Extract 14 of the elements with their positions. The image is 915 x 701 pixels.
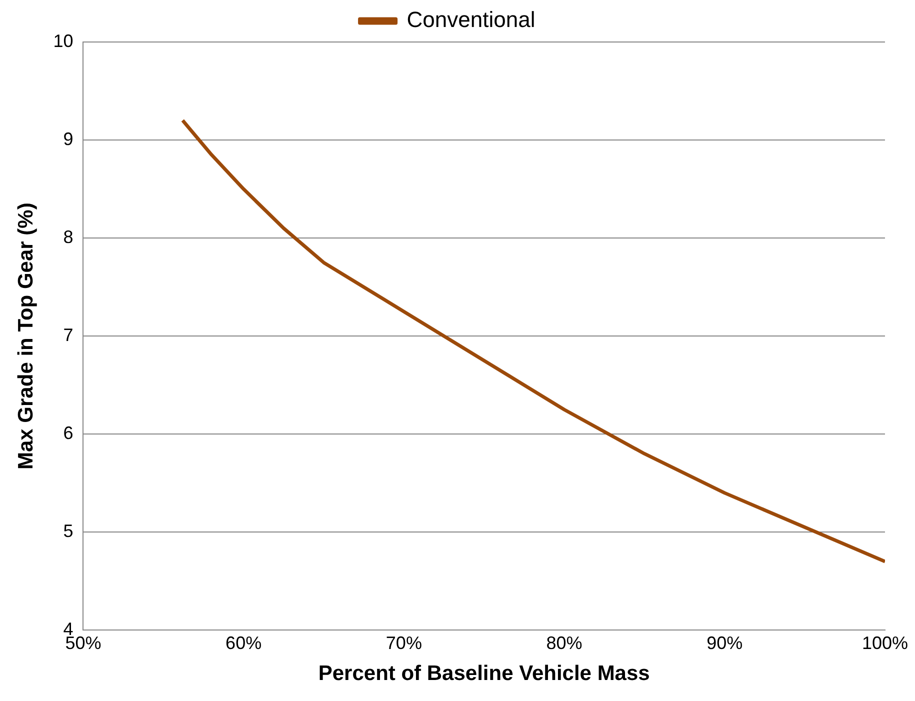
y-tick-label: 9 — [63, 129, 74, 149]
x-axis-title: Percent of Baseline Vehicle Mass — [318, 662, 650, 686]
x-tick-label: 60% — [226, 632, 262, 653]
y-axis-title: Max Grade in Top Gear (%) — [14, 202, 38, 470]
x-tick-label: 100% — [862, 632, 908, 653]
y-tick-label: 6 — [63, 423, 74, 444]
x-tick-label: 70% — [386, 632, 422, 653]
y-tick-label: 5 — [63, 521, 74, 542]
y-tick-label: 10 — [53, 30, 74, 51]
x-tick-label: 80% — [546, 632, 582, 653]
x-tick-label: 90% — [706, 632, 743, 653]
legend-label: Conventional — [406, 7, 536, 32]
y-tick-label: 7 — [63, 325, 74, 346]
y-tick-label: 8 — [63, 227, 74, 248]
